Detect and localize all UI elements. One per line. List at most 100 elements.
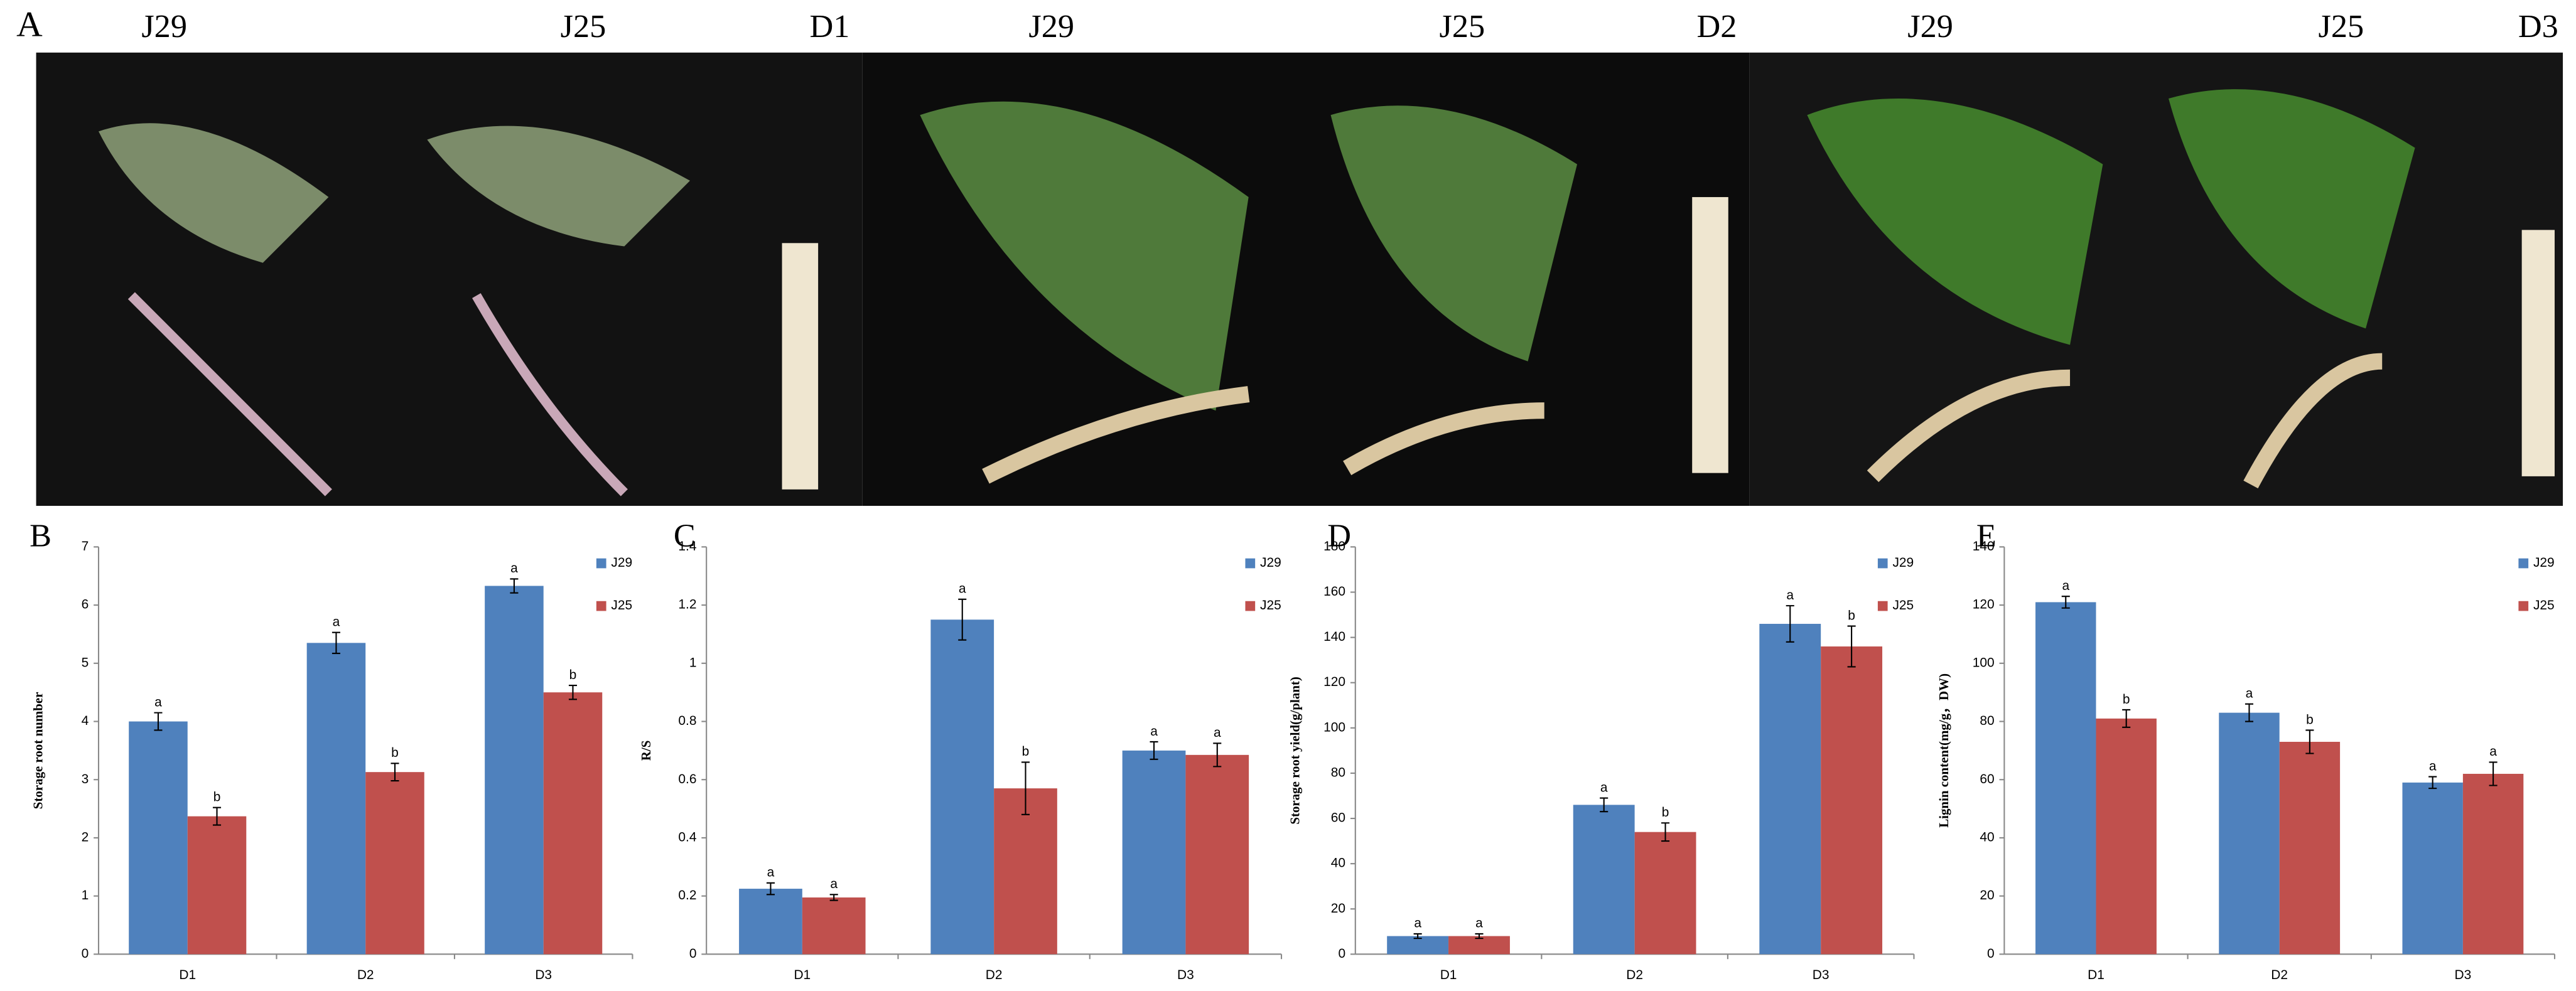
error-bar: [331, 631, 340, 655]
panel-label: C: [674, 517, 696, 554]
ruler: [782, 243, 819, 490]
error-bar: [1413, 933, 1422, 940]
bar: [1387, 936, 1449, 955]
y-tick-label: 6: [82, 597, 89, 612]
y-tick-label: 0.2: [678, 888, 696, 903]
x-tick-label: D1: [179, 968, 196, 982]
legend-label: J29: [2533, 555, 2555, 570]
significance-label: b: [1848, 608, 1855, 623]
error-bar: [2122, 709, 2131, 728]
photo-caption: J25: [1440, 8, 1485, 45]
y-tick-label: 100: [1323, 720, 1345, 734]
legend-label: J25: [611, 598, 632, 613]
significance-label: a: [1414, 916, 1421, 931]
y-axis-label: R/S: [639, 741, 654, 761]
error-bar: [766, 882, 775, 896]
legend-swatch: [1245, 601, 1256, 611]
roots: [982, 386, 1544, 484]
panel-label: E: [1976, 517, 1997, 554]
photo-caption: D3: [2518, 8, 2558, 45]
legend-label: J25: [2533, 598, 2555, 613]
error-bar: [1021, 761, 1030, 815]
ruler: [2521, 230, 2555, 476]
photo-d1: [36, 52, 863, 506]
x-tick-label: D2: [2271, 968, 2288, 982]
error-bar: [2305, 729, 2314, 754]
y-tick-label: 0: [1987, 946, 1995, 961]
y-tick-label: 4: [82, 714, 89, 728]
ruler: [1692, 197, 1728, 473]
significance-label: b: [569, 668, 577, 682]
legend-label: J29: [1892, 555, 1914, 570]
y-tick-label: 1.4: [678, 539, 696, 554]
x-tick-label: D3: [535, 968, 552, 982]
significance-label: b: [1662, 805, 1669, 820]
error-bar: [1600, 797, 1609, 813]
significance-label: a: [1600, 780, 1608, 795]
error-bar: [510, 578, 519, 594]
significance-label: a: [2489, 744, 2497, 759]
photo-caption: J29: [1907, 8, 1953, 45]
error-bar: [2428, 776, 2437, 790]
panel-label: D: [1327, 517, 1351, 554]
bar: [1448, 936, 1510, 955]
error-bar: [1847, 625, 1856, 668]
bar: [187, 816, 247, 955]
significance-label: a: [1475, 916, 1483, 931]
x-tick-label: D1: [2088, 968, 2104, 982]
bar: [802, 897, 866, 955]
bar: [2096, 718, 2157, 955]
significance-label: a: [154, 695, 162, 709]
bar: [2402, 782, 2463, 955]
y-tick-label: 7: [82, 539, 89, 554]
y-tick-label: 0.6: [678, 772, 696, 786]
bar: [1573, 805, 1635, 955]
y-tick-label: 140: [1973, 539, 1995, 554]
y-tick-label: 5: [82, 655, 89, 670]
significance-label: b: [2306, 712, 2314, 727]
y-axis-label: Storage root number: [31, 692, 46, 810]
x-tick-label: D3: [1813, 968, 1830, 982]
legend-swatch: [596, 601, 606, 611]
error-bar: [1150, 741, 1158, 760]
photo-caption: D1: [809, 8, 849, 45]
y-tick-label: 120: [1323, 675, 1345, 689]
error-bar: [829, 894, 838, 901]
y-tick-label: 20: [1980, 888, 1994, 903]
significance-label: a: [333, 615, 340, 629]
bar: [1185, 754, 1249, 955]
bar: [994, 788, 1057, 955]
y-tick-label: 40: [1331, 856, 1345, 870]
significance-label: a: [510, 561, 518, 576]
bar: [129, 721, 188, 955]
y-tick-label: 160: [1323, 584, 1345, 599]
leaves: [99, 123, 691, 263]
x-tick-label: D2: [1626, 968, 1643, 982]
error-bar: [391, 763, 399, 782]
roots: [1867, 353, 2383, 489]
bar: [543, 692, 603, 955]
error-bar: [154, 712, 163, 731]
photo-caption: J29: [141, 8, 187, 45]
y-tick-label: 80: [1980, 714, 1994, 728]
x-tick-label: D2: [986, 968, 1003, 982]
x-tick-label: D1: [794, 968, 811, 982]
error-bar: [568, 684, 578, 700]
leaves: [1807, 89, 2415, 345]
y-tick-label: 2: [82, 830, 89, 844]
y-axis-label: Lignin content(mg/g，DW): [1936, 673, 1951, 828]
y-tick-label: 1: [82, 888, 89, 903]
bar: [1634, 832, 1696, 955]
y-tick-label: 20: [1331, 901, 1345, 916]
error-bar: [2061, 596, 2070, 609]
legend-swatch: [596, 558, 606, 569]
legend-label: J29: [611, 555, 632, 570]
error-bar: [2245, 703, 2253, 722]
legend-label: J25: [1260, 598, 1281, 613]
legend-swatch: [1877, 558, 1888, 569]
bar: [2035, 602, 2096, 955]
y-tick-label: 3: [82, 772, 89, 786]
legend-label: J25: [1892, 598, 1914, 613]
y-tick-label: 80: [1331, 765, 1345, 779]
bar: [1759, 623, 1821, 955]
